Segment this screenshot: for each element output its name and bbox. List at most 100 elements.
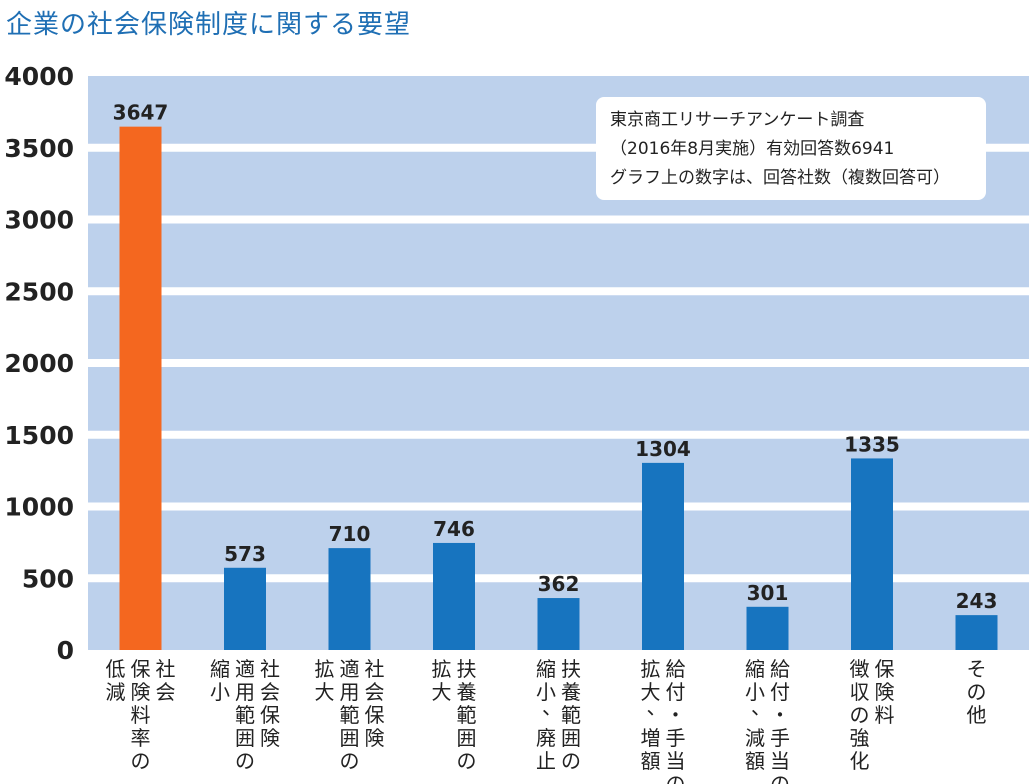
note-line: （2016年8月実施）有効回答数6941 [610, 139, 895, 159]
category-label-char: 手 [666, 726, 686, 750]
category-label-char: の [235, 749, 255, 773]
category-label-char: 減 [106, 680, 126, 704]
category-label-char: 保 [131, 657, 151, 681]
y-tick-label: 2500 [4, 277, 74, 306]
bar [642, 462, 684, 650]
category-label-char: 囲 [340, 726, 360, 750]
category-label-char: 他 [967, 703, 987, 727]
category-label-char: 会 [365, 680, 385, 704]
category-label-char: 廃 [536, 726, 556, 750]
category-label-char: 扶 [561, 657, 581, 681]
value-label: 243 [956, 589, 998, 613]
value-label: 573 [224, 542, 266, 566]
bar [433, 542, 475, 650]
value-label: 1335 [844, 432, 900, 456]
category-label-char: 付 [770, 680, 790, 704]
category-label-char: 増 [641, 726, 661, 750]
category-label-char: 範 [561, 703, 581, 727]
category-label-char: 、 [751, 695, 771, 719]
category-label-char: 給 [666, 657, 686, 681]
y-tick-label: 0 [57, 636, 74, 665]
y-tick-label: 3500 [4, 134, 74, 163]
grid-line [88, 287, 1029, 296]
category-label-char: 小 [745, 680, 765, 704]
category-label-char: 保 [365, 703, 385, 727]
y-tick-label: 1500 [4, 421, 74, 450]
category-label-char: の [770, 772, 790, 784]
category-label-char: 拡 [432, 657, 452, 681]
note-box: 東京商工リサーチアンケート調査 （2016年8月実施）有効回答数6941 グラフ… [596, 97, 986, 200]
category-label-char: の [666, 772, 686, 784]
y-tick-label: 500 [22, 564, 74, 593]
category-label-char: 低 [106, 657, 126, 681]
grid-line [88, 430, 1029, 439]
category-label-char: 強 [850, 726, 870, 750]
y-tick-label: 3000 [4, 206, 74, 235]
category-label-char: 社 [156, 657, 176, 681]
category-label-char: 範 [340, 703, 360, 727]
category-label-char: 適 [235, 657, 255, 681]
value-label: 1304 [635, 437, 691, 461]
note-line: 東京商工リサーチアンケート調査 [610, 110, 865, 130]
category-label-char: 用 [235, 680, 255, 704]
y-tick-label: 2000 [4, 349, 74, 378]
value-label: 746 [433, 517, 475, 541]
category-label-char: 険 [131, 680, 151, 704]
grid-line [88, 502, 1029, 511]
category-label-char: 、 [647, 695, 667, 719]
bar [746, 606, 789, 650]
value-label: 710 [329, 522, 371, 546]
category-label-char: 適 [340, 657, 360, 681]
category-label-char: 大 [315, 680, 335, 704]
category-label-char: 料 [875, 703, 895, 727]
grid-line [88, 143, 1029, 152]
category-label-char: 手 [770, 726, 790, 750]
category-label-char: 養 [561, 680, 581, 704]
category-label-char: 範 [235, 703, 255, 727]
category-label-char: 大 [641, 680, 661, 704]
category-label-char: 徴 [850, 657, 870, 681]
grid-line [88, 215, 1029, 224]
category-label-char: の [340, 749, 360, 773]
category-label-char: 社 [365, 657, 385, 681]
category-label-char: 付 [666, 680, 686, 704]
category-label-char: の [850, 703, 870, 727]
category-label-char: 、 [542, 695, 562, 719]
value-label: 301 [747, 581, 789, 605]
category-label-char: 料 [131, 703, 151, 727]
category-label-char: 養 [457, 680, 477, 704]
category-label-char: 険 [365, 726, 385, 750]
category-label-char: 率 [131, 726, 151, 750]
category-label-char: 険 [875, 680, 895, 704]
category-label-char: 縮 [210, 657, 230, 681]
value-label: 3647 [113, 101, 169, 125]
category-label-char: 囲 [235, 726, 255, 750]
category-label-char: 険 [260, 726, 280, 750]
category-label-char: 縮 [536, 657, 556, 681]
category-label-char: 社 [260, 657, 280, 681]
category-label-char: 額 [641, 749, 661, 773]
category-label-char: 減 [745, 726, 765, 750]
category-label-char: 収 [850, 680, 870, 704]
category-label-char: ・ [770, 703, 790, 727]
category-label-char: 縮 [745, 657, 765, 681]
category-label-char: 額 [745, 749, 765, 773]
category-labels: 社会保険料率の低減社会保険適用範囲の縮小社会保険適用範囲の拡大扶養範囲の拡大扶養… [106, 657, 987, 784]
category-label-char: 給 [770, 657, 790, 681]
category-label-char: 会 [260, 680, 280, 704]
bars [119, 126, 998, 650]
category-label-char: の [561, 749, 581, 773]
category-label-char: 扶 [457, 657, 477, 681]
category-label-char: 会 [156, 680, 176, 704]
bar [119, 126, 162, 650]
category-label-char: 囲 [457, 726, 477, 750]
category-label-char: 拡 [315, 657, 335, 681]
category-label-char: 止 [536, 749, 556, 773]
bar [851, 458, 893, 650]
y-tick-label: 1000 [4, 493, 74, 522]
category-label-char: 化 [850, 749, 870, 773]
note-line: グラフ上の数字は、回答社数（複数回答可） [610, 168, 950, 188]
bar [224, 567, 266, 650]
category-label-char: 範 [457, 703, 477, 727]
grid-line [88, 574, 1029, 583]
